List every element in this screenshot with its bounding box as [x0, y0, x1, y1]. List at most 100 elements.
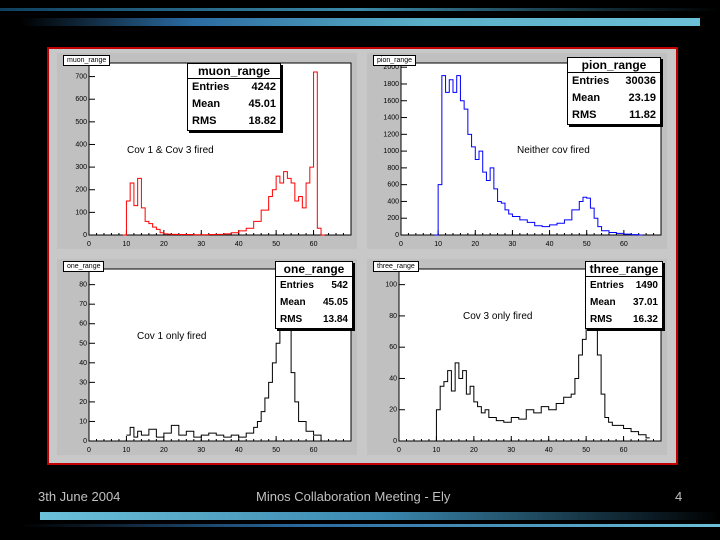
- entries-value: 542: [331, 280, 348, 291]
- y-tick-label: 400: [75, 141, 87, 148]
- x-tick-label: 60: [620, 241, 628, 248]
- annotation: Cov 1 only fired: [137, 331, 207, 342]
- x-tick-label: 20: [160, 447, 168, 454]
- x-tick-label: 40: [545, 447, 553, 454]
- y-tick-label: 30: [79, 379, 87, 386]
- chart-one: 0 10 20 30 40 50 60 0 10 20 30 40 50 60 70 80: [79, 268, 352, 454]
- mean-value: 45.05: [322, 297, 348, 308]
- annotation: Neither cov fired: [517, 145, 590, 156]
- y-tick-label: 200: [75, 187, 87, 194]
- x-tick-label: 40: [235, 447, 243, 454]
- y-tick-label: 60: [389, 344, 397, 351]
- y-tick-label: 400: [387, 198, 399, 205]
- x-tick-label: 20: [470, 447, 478, 454]
- y-tick-label: 20: [389, 407, 397, 414]
- x-tick-label: 30: [197, 447, 205, 454]
- top-decor-bar-thin: [0, 8, 720, 11]
- x-tick-label: 50: [272, 241, 280, 248]
- stats-box: muon_range Entries 4242 Mean 45.01 RMS 18.8…: [187, 63, 281, 131]
- y-tick-label: 1800: [383, 81, 399, 88]
- top-decor-bar: [20, 18, 700, 26]
- y-tick-label: 700: [75, 74, 87, 81]
- x-tick-label: 0: [87, 241, 91, 248]
- histogram-tag: three_range: [373, 261, 419, 272]
- x-tick-label: 60: [310, 241, 318, 248]
- x-tick-label: 0: [87, 447, 91, 454]
- figure-frame: 0 10 20 30 40 50 60 0 100 200 300 400 500 600 700 muon…: [47, 47, 678, 465]
- mean-value: 23.19: [628, 92, 656, 104]
- entries-value: 1490: [635, 280, 658, 291]
- rms-value: 18.82: [248, 115, 276, 127]
- y-tick-label: 40: [389, 375, 397, 382]
- x-tick-label: 0: [397, 447, 401, 454]
- pad-pion: 0 10 20 30 40 50 60 0 200 400 600 800 1000 1200 1400 16…: [367, 53, 667, 249]
- mean-value: 37.01: [632, 297, 658, 308]
- stats-box: three_range Entries 1490 Mean 37.01 RMS 16.…: [585, 261, 663, 329]
- x-tick-label: 20: [471, 241, 479, 248]
- pad-three: 0 10 20 30 40 50 60 0 20 40 60 80 100 three_range th…: [367, 259, 667, 455]
- rms-label: RMS: [572, 109, 597, 121]
- bottom-decor-bar: [40, 512, 720, 520]
- annotation: Cov 1 & Cov 3 fired: [127, 145, 214, 156]
- stats-box: one_range Entries 542 Mean 45.05 RMS 13.84: [275, 261, 353, 329]
- entries-value: 30036: [625, 75, 656, 87]
- mean-label: Mean: [572, 92, 601, 104]
- y-tick-label: 80: [79, 282, 87, 289]
- y-tick-label: 100: [385, 282, 397, 289]
- mean-label: Mean: [590, 297, 616, 308]
- rms-label: RMS: [192, 115, 217, 127]
- rms-label: RMS: [590, 314, 613, 325]
- histogram-tag: muon_range: [63, 55, 111, 66]
- footer-page-number: 4: [675, 489, 683, 504]
- x-tick-label: 30: [507, 447, 515, 454]
- y-tick-label: 1400: [383, 115, 399, 122]
- y-tick-label: 300: [75, 164, 87, 171]
- stats-title: three_range: [586, 262, 662, 277]
- stats-title: one_range: [276, 262, 352, 277]
- histogram-tag: one_range: [63, 261, 105, 272]
- x-tick-label: 10: [433, 447, 441, 454]
- y-tick-label: 10: [79, 418, 87, 425]
- rms-value: 16.32: [632, 314, 658, 325]
- rms-label: RMS: [280, 314, 303, 325]
- y-tick-label: 2000: [383, 64, 399, 71]
- y-tick-label: 0: [395, 232, 399, 239]
- pad-one: 0 10 20 30 40 50 60 0 10 20 30 40 50 60 70 80 one_range…: [57, 259, 357, 455]
- x-tick-label: 10: [434, 241, 442, 248]
- stats-title: pion_range: [568, 58, 660, 73]
- rms-value: 13.84: [322, 314, 348, 325]
- x-tick-label: 50: [272, 447, 280, 454]
- histogram-tag: pion_range: [373, 55, 417, 66]
- footer-date: 3th June 2004: [38, 489, 121, 504]
- annotation: Cov 3 only fired: [463, 311, 533, 322]
- histogram-line: [434, 75, 643, 236]
- y-tick-label: 1600: [383, 98, 399, 105]
- y-tick-label: 800: [387, 165, 399, 172]
- y-tick-label: 60: [79, 321, 87, 328]
- x-tick-label: 0: [399, 241, 403, 248]
- y-tick-label: 600: [75, 96, 87, 103]
- pad-muon: 0 10 20 30 40 50 60 0 100 200 300 400 500 600 700 muon…: [57, 53, 357, 249]
- x-tick-label: 50: [582, 447, 590, 454]
- x-tick-label: 10: [123, 241, 131, 248]
- stats-box: pion_range Entries 30036 Mean 23.19 RMS 11.…: [567, 57, 661, 125]
- entries-label: Entries: [280, 280, 314, 291]
- y-tick-label: 500: [75, 119, 87, 126]
- x-tick-label: 30: [509, 241, 517, 248]
- x-tick-label: 40: [546, 241, 554, 248]
- y-tick-label: 1200: [383, 131, 399, 138]
- entries-label: Entries: [192, 81, 230, 93]
- entries-label: Entries: [590, 280, 624, 291]
- y-tick-label: 1000: [383, 148, 399, 155]
- y-tick-label: 0: [83, 438, 87, 445]
- histogram-line: [122, 71, 325, 236]
- y-tick-label: 600: [387, 182, 399, 189]
- x-tick-label: 40: [235, 241, 243, 248]
- y-tick-label: 80: [389, 313, 397, 320]
- histogram-line: [432, 284, 650, 442]
- y-tick-label: 200: [387, 215, 399, 222]
- y-tick-label: 0: [393, 438, 397, 445]
- mean-value: 45.01: [248, 98, 276, 110]
- x-tick-label: 60: [620, 447, 628, 454]
- entries-label: Entries: [572, 75, 610, 87]
